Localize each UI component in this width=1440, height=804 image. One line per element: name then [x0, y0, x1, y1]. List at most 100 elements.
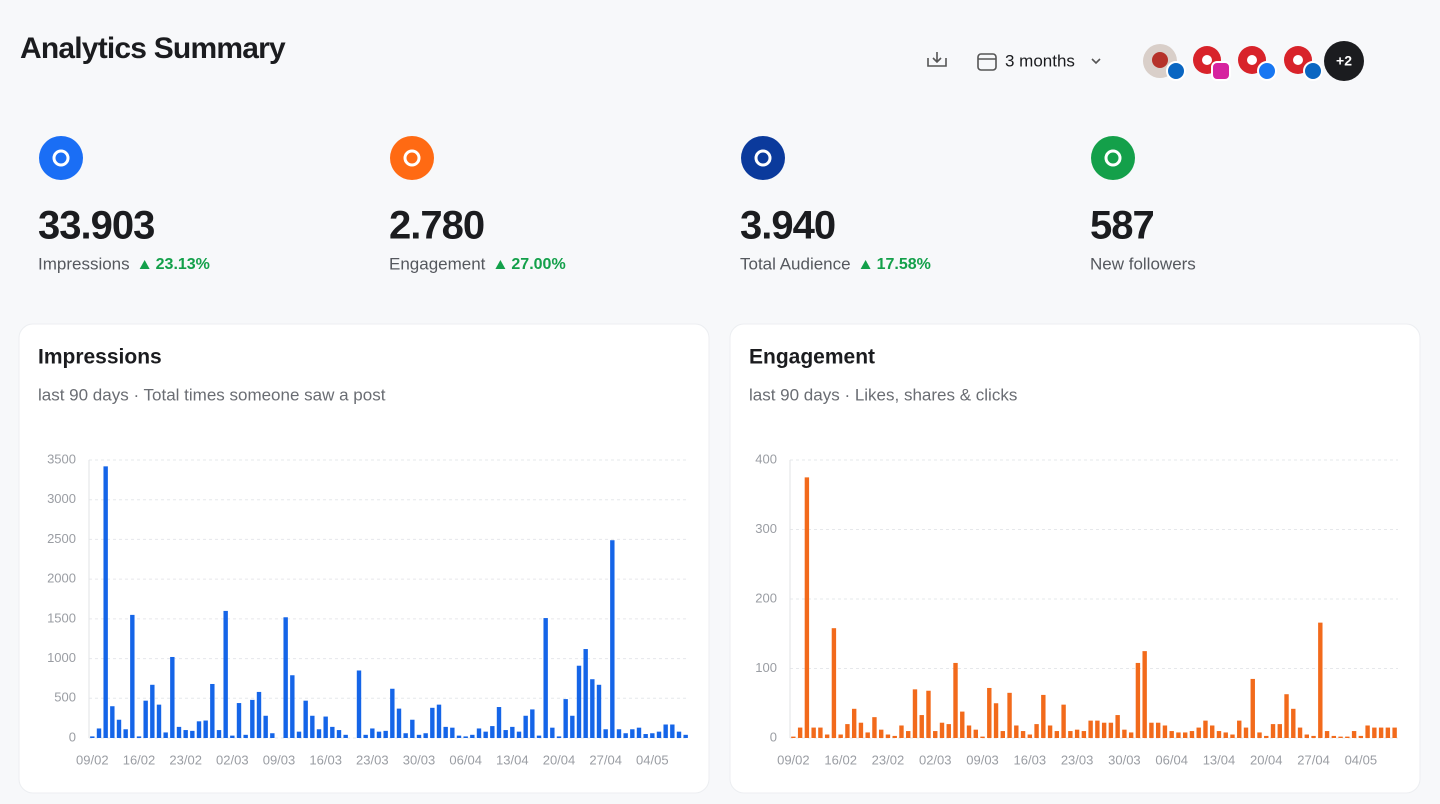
- y-tick-label: 500: [54, 690, 76, 705]
- bar: [423, 733, 428, 738]
- bar: [912, 689, 918, 738]
- x-tick-label: 27/04: [589, 752, 622, 767]
- bar: [1297, 727, 1303, 738]
- linkedin-badge: [1166, 61, 1186, 81]
- x-tick-label: 23/03: [1061, 752, 1094, 767]
- x-tick-label: 09/03: [966, 752, 999, 767]
- trend-up-icon: [495, 260, 506, 269]
- bar: [290, 675, 295, 738]
- bar: [1108, 722, 1114, 738]
- x-tick-label: 06/04: [449, 752, 482, 767]
- bar: [1324, 731, 1330, 738]
- x-tick-label: 09/02: [777, 752, 810, 767]
- stat-label: New followers: [1090, 254, 1196, 273]
- page-title: Analytics Summary: [20, 32, 286, 65]
- bar: [851, 708, 857, 738]
- bar: [791, 736, 796, 738]
- bar: [919, 715, 924, 738]
- chart-subtitle: last 90 days · Likes, shares & clicks: [749, 385, 1017, 404]
- x-tick-label: 04/05: [636, 752, 669, 767]
- bar: [1318, 622, 1323, 738]
- bar: [1095, 720, 1100, 738]
- bar: [670, 724, 675, 738]
- x-tick-label: 20/04: [543, 752, 576, 767]
- bar: [196, 721, 202, 738]
- bar: [933, 731, 938, 738]
- bar: [570, 715, 575, 738]
- range-picker[interactable]: 3 months: [977, 51, 1101, 71]
- bar: [987, 687, 992, 738]
- bar: [858, 722, 864, 738]
- range-label: 3 months: [1005, 51, 1075, 70]
- bar: [223, 610, 228, 738]
- bar: [230, 735, 235, 738]
- bar: [303, 700, 308, 738]
- bar: [370, 728, 375, 738]
- x-tick-label: 13/04: [1203, 752, 1236, 767]
- bar: [96, 728, 102, 738]
- bar: [1358, 735, 1364, 738]
- chevron: [1091, 58, 1101, 65]
- bar: [583, 649, 588, 738]
- stat-value: 33.903: [38, 204, 154, 248]
- more-avatar: [1324, 41, 1364, 81]
- x-tick-label: 20/04: [1250, 752, 1283, 767]
- trend-up-icon: [860, 260, 871, 269]
- x-tick-label: 13/04: [496, 752, 529, 767]
- bar: [804, 477, 810, 738]
- stat-icon-glyph: [52, 149, 70, 167]
- bar: [636, 727, 642, 738]
- chart-title: Engagement: [749, 346, 875, 369]
- y-tick-label: 0: [770, 729, 777, 744]
- stat-icon-glyph: [403, 149, 421, 167]
- bar: [483, 731, 488, 738]
- x-tick-label: 06/04: [1155, 752, 1188, 767]
- download-icon: [927, 52, 947, 67]
- bar: [563, 699, 568, 738]
- chart-card: Engagement last 90 days · Likes, shares &…: [729, 323, 1421, 794]
- bar: [183, 730, 188, 738]
- bar: [283, 617, 288, 738]
- bar: [603, 729, 608, 738]
- chart-card: Impressions last 90 days · Total times so…: [18, 323, 710, 794]
- avatar-photo: [1152, 52, 1168, 68]
- bar: [256, 691, 262, 738]
- bar: [136, 736, 142, 738]
- trend-up-icon: [139, 260, 150, 269]
- bar: [1061, 704, 1066, 738]
- y-tick-label: 2500: [47, 531, 76, 546]
- linkedin-badge: [1303, 61, 1323, 81]
- bar: [1128, 732, 1134, 738]
- account-avatars[interactable]: +2: [1143, 41, 1364, 81]
- bar: [1169, 731, 1174, 738]
- bar: [1196, 727, 1201, 738]
- bar: [980, 736, 985, 738]
- bar: [1041, 694, 1046, 738]
- bar: [1014, 725, 1019, 738]
- download-button[interactable]: [927, 52, 947, 67]
- stat-change: 23.13%: [156, 256, 210, 273]
- bar: [363, 734, 368, 738]
- bar: [1054, 731, 1060, 738]
- stat-change: 17.58%: [877, 256, 931, 273]
- bar: [1020, 731, 1026, 738]
- bar: [430, 707, 435, 738]
- bar: [1243, 727, 1249, 738]
- bar: [879, 729, 884, 738]
- bar: [403, 733, 408, 738]
- facebook-badge: [1257, 61, 1277, 81]
- x-tick-label: 23/02: [872, 752, 905, 767]
- bar: [1034, 724, 1039, 738]
- bar: [1142, 651, 1147, 738]
- bar: [456, 735, 462, 738]
- bar: [899, 725, 904, 738]
- card: [18, 323, 710, 794]
- y-tick-label: 0: [69, 729, 76, 744]
- x-tick-label: 09/02: [76, 752, 109, 767]
- calendar-icon: [977, 53, 997, 71]
- chart-subtitle: last 90 days · Total times someone saw a…: [38, 385, 386, 404]
- bar: [396, 708, 402, 738]
- bar: [576, 665, 582, 738]
- more-count: +2: [1336, 53, 1352, 69]
- stat-icon-glyph: [754, 149, 772, 167]
